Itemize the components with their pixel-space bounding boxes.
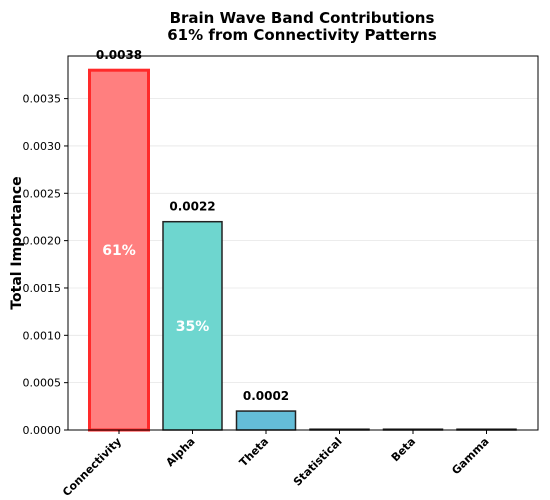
bar-theta xyxy=(235,410,297,431)
y-tick-label: 0.0030 xyxy=(23,140,62,153)
x-tick-label: Gamma xyxy=(449,435,491,477)
y-tick-label: 0.0010 xyxy=(23,329,62,342)
bars xyxy=(88,68,517,432)
y-axis-label: Total Importance xyxy=(9,176,25,309)
x-axis-ticks: Connectivity Alpha Theta Statistical Beta Gam… xyxy=(60,430,492,499)
y-tick-label: 0.0000 xyxy=(23,424,62,437)
plot-frame xyxy=(67,55,539,431)
y-tick-label: 0.0020 xyxy=(23,235,62,248)
y-tick-label: 0.0005 xyxy=(23,377,62,390)
bar-alpha xyxy=(162,220,223,431)
x-tick-label: Alpha xyxy=(163,435,197,469)
value-label: 0.0002 xyxy=(243,389,289,403)
value-label: 0.0038 xyxy=(96,48,142,62)
percent-label: 35% xyxy=(176,319,210,335)
percent-label: 61% xyxy=(102,243,136,259)
x-tick-label: Beta xyxy=(389,435,418,464)
chart-title-line-1: Brain Wave Band Contributions xyxy=(170,9,435,27)
x-tick-label: Theta xyxy=(237,435,271,469)
x-tick-label: Connectivity xyxy=(60,435,124,499)
bar-labels: 0.0038 61% 0.0022 35% 0.0002 xyxy=(96,48,289,403)
y-axis-ticks: 0.0000 0.0005 0.0010 0.0015 0.0020 0.0025 0.00… xyxy=(23,93,68,437)
value-label: 0.0022 xyxy=(169,200,215,214)
y-tick-label: 0.0025 xyxy=(23,187,62,200)
y-tick-label: 0.0035 xyxy=(23,93,62,106)
chart-title-line-2: 61% from Connectivity Patterns xyxy=(167,26,437,44)
x-tick-label: Statistical xyxy=(291,435,345,489)
y-tick-label: 0.0015 xyxy=(23,282,62,295)
